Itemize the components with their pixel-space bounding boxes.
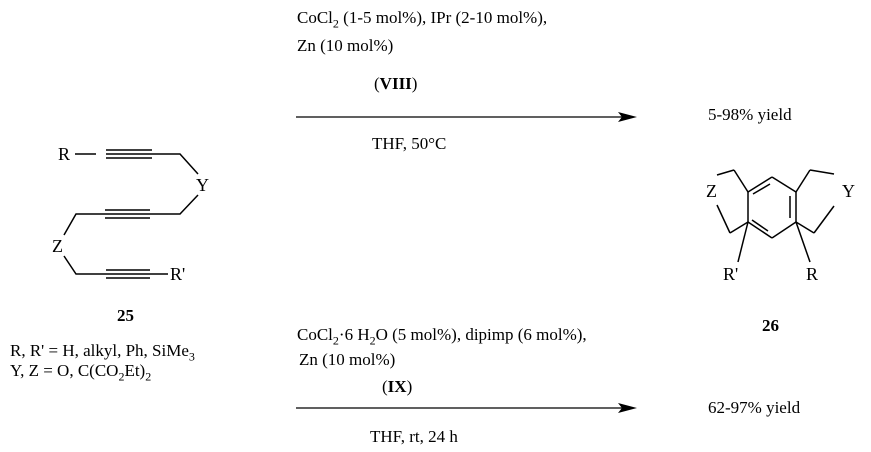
reaction2-cocl-subscript: 2 [332, 333, 339, 348]
product-atom-z: Z [706, 181, 717, 201]
reaction1-conditions-line1: CoCl2 (1-5 mol%), IPr (2-10 mol%), [297, 8, 547, 33]
product-bond-r [795, 221, 811, 263]
reaction2-catalyst-numeral: IX [387, 377, 407, 396]
reaction2-hydrate-subscript: 2 [369, 333, 376, 348]
reaction1-conditions-line2: Zn (10 mol%) [297, 36, 394, 55]
substrate-chain-top [152, 153, 199, 175]
substrate-triple-bond-top [106, 149, 152, 159]
substrate-scope-co2-subscript: 2 [118, 369, 125, 384]
substrate-scope-sime-subscript: 3 [188, 349, 195, 364]
substrate-scope-line2: Y, Z = O, C(CO2Et)2 [10, 361, 151, 386]
product-bond-rp [737, 221, 749, 263]
reaction2-conditions-line1: CoCl2·6 H2O (5 mol%), dipimp (6 mol%), [297, 325, 587, 350]
product-atom-rp: R' [723, 264, 738, 284]
reaction2-paren-close: ) [406, 377, 413, 396]
reaction1-catalyst-numeral: VIII [379, 74, 412, 93]
reaction2-ligand-text: O (5 mol%), dipimp (6 mol%), [375, 325, 587, 344]
substrate-scope-yz-text: Y, Z = O, C(CO [10, 361, 119, 380]
reaction1-paren-close: ) [411, 74, 418, 93]
reaction1-cocl-text: CoCl [297, 8, 333, 27]
product-atom-y: Y [842, 181, 855, 201]
reaction2-paren-open: ( [382, 377, 388, 396]
product-atom-r: R [806, 264, 818, 284]
reaction1-cocl-subscript: 2 [332, 16, 339, 31]
product-left-ring [716, 169, 749, 234]
product-number: 26 [762, 316, 779, 335]
product-right-ring [795, 169, 835, 234]
reaction1-yield: 5-98% yield [708, 105, 792, 124]
substrate-chain-y [150, 194, 199, 215]
substrate-scope-et-text: Et) [124, 361, 146, 380]
reaction2-catalyst-label: (IX) [382, 377, 412, 397]
substrate-chain-z [63, 255, 106, 275]
substrate-triple-bond-bottom [106, 269, 150, 279]
reaction1-solvent: THF, 50°C [372, 134, 447, 153]
substrate-scope-et2-subscript: 2 [145, 369, 152, 384]
substrate-chain-middle [63, 213, 105, 236]
reaction2-conditions-line2: Zn (10 mol%) [299, 350, 396, 369]
reaction1-ligand-text: (1-5 mol%), IPr (2-10 mol%), [338, 8, 548, 27]
reaction1-paren-open: ( [374, 74, 380, 93]
substrate-triple-bond-middle [105, 209, 150, 219]
substrate-number: 25 [117, 306, 134, 325]
reaction2-hydrate-text: ·6 H [338, 325, 370, 344]
reaction2-solvent: THF, rt, 24 h [370, 427, 458, 446]
reaction1-catalyst-label: (VIII) [374, 74, 417, 94]
product-benzene-ring [747, 176, 797, 239]
reaction2-cocl-text: CoCl [297, 325, 333, 344]
substrate-atom-y: Y [196, 175, 209, 195]
reaction2-yield: 62-97% yield [708, 398, 801, 417]
substrate-scope-r-text: R, R' = H, alkyl, Ph, SiMe [10, 341, 189, 360]
substrate-atom-rp: R' [170, 264, 185, 284]
substrate-scope-line1: R, R' = H, alkyl, Ph, SiMe3 [10, 341, 195, 366]
substrate-atom-z: Z [52, 236, 63, 256]
substrate-atom-r: R [58, 144, 70, 164]
